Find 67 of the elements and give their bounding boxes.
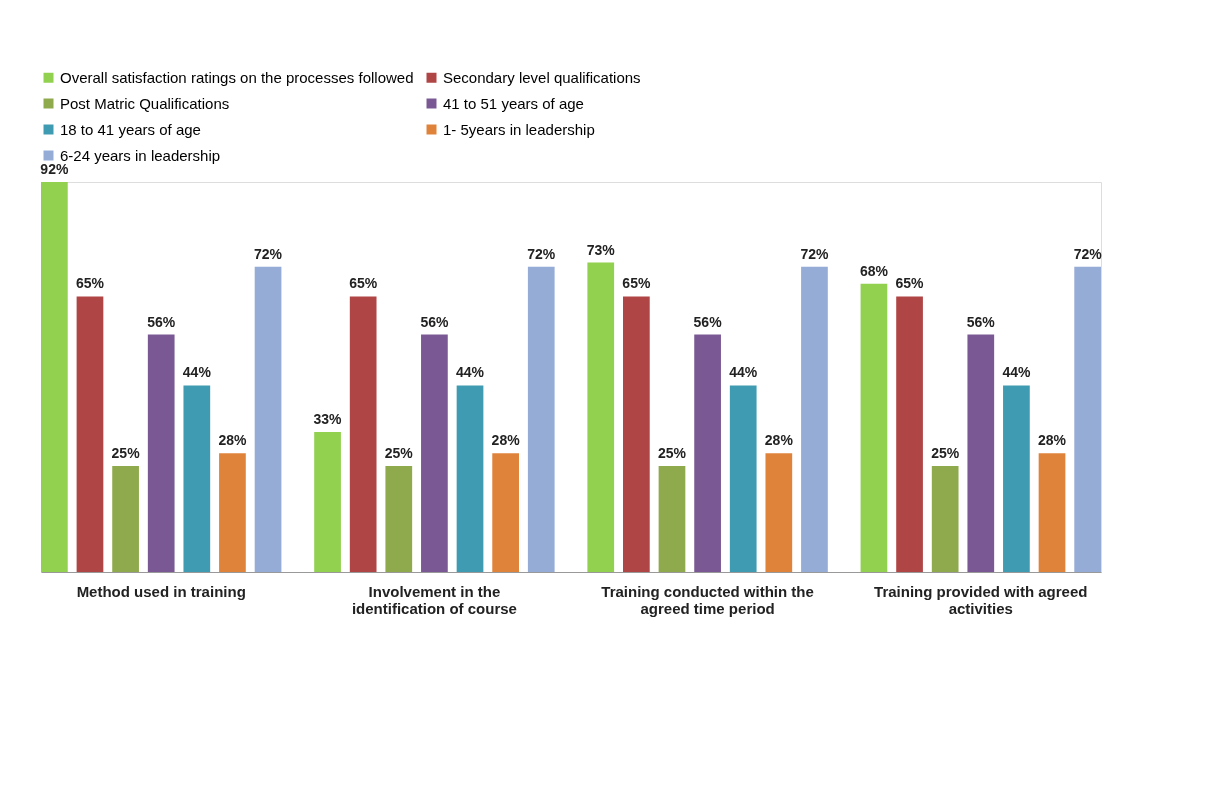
bar xyxy=(219,453,246,572)
data-label: 44% xyxy=(456,364,485,381)
bar xyxy=(76,296,104,572)
data-label: 33% xyxy=(313,411,343,428)
data-label: 72% xyxy=(527,245,556,262)
data-label: 65% xyxy=(895,275,925,292)
legend-label: 6-24 years in leadership xyxy=(60,146,221,164)
x-tick-label: Training conducted within the agreed time period xyxy=(601,582,814,617)
data-label: 56% xyxy=(147,313,176,330)
bar xyxy=(896,296,923,572)
data-label: 28% xyxy=(491,432,521,449)
bar xyxy=(765,453,793,572)
x-tick-label: Method used in training xyxy=(76,582,246,600)
bar xyxy=(112,466,139,572)
bar xyxy=(527,266,555,572)
bar xyxy=(147,334,175,572)
bar xyxy=(456,385,484,572)
bar xyxy=(931,466,959,572)
data-label: 25% xyxy=(384,445,414,462)
data-label: 44% xyxy=(182,364,212,381)
data-label: 56% xyxy=(420,313,449,330)
data-label: 72% xyxy=(1073,245,1103,262)
bar xyxy=(349,296,377,572)
data-label: 28% xyxy=(218,432,247,449)
data-label: 73% xyxy=(586,241,616,258)
bar xyxy=(658,466,686,572)
data-label: 44% xyxy=(1002,364,1031,381)
legend-label: Overall satisfaction ratings on the processes followed xyxy=(60,68,414,86)
bar xyxy=(801,266,828,572)
data-label: 92% xyxy=(40,161,69,177)
bar xyxy=(860,283,888,572)
data-label: 72% xyxy=(800,245,829,262)
bar xyxy=(967,334,995,572)
data-label: 65% xyxy=(622,275,651,292)
data-label: 56% xyxy=(693,313,723,330)
bar xyxy=(41,182,68,572)
data-label: 28% xyxy=(1038,432,1067,449)
bar xyxy=(729,385,757,572)
bar xyxy=(1003,385,1030,572)
data-label: 25% xyxy=(931,445,960,462)
bar xyxy=(254,266,282,572)
legend-label: 41 to 51 years of age xyxy=(443,94,584,112)
legend-label: 1- 5years in leadership xyxy=(443,120,595,138)
legend-label: Secondary level qualifications xyxy=(443,68,641,86)
data-label: 28% xyxy=(764,432,794,449)
bar xyxy=(492,453,519,572)
data-label: 44% xyxy=(729,364,758,381)
legend-label: Post Matric Qualifications xyxy=(60,94,230,112)
data-label: 72% xyxy=(254,245,283,262)
bar xyxy=(1038,453,1066,572)
data-label: 65% xyxy=(349,275,378,292)
data-label: 68% xyxy=(859,262,889,279)
bar xyxy=(385,466,413,572)
bar xyxy=(694,334,721,572)
x-tick-label: Training provided with agreed activities xyxy=(874,582,1088,617)
data-label: 25% xyxy=(111,445,141,462)
legend-label: 18 to 41 years of age xyxy=(60,120,201,138)
bar xyxy=(314,432,341,572)
bar xyxy=(421,334,448,572)
bar xyxy=(183,385,211,572)
data-label: 56% xyxy=(966,313,996,330)
bar xyxy=(587,262,615,572)
x-tick-label: Involvement in the identification of course xyxy=(351,582,517,617)
data-label: 25% xyxy=(657,445,687,462)
bar xyxy=(623,296,650,572)
data-label: 65% xyxy=(75,275,105,292)
bar xyxy=(1074,266,1101,572)
